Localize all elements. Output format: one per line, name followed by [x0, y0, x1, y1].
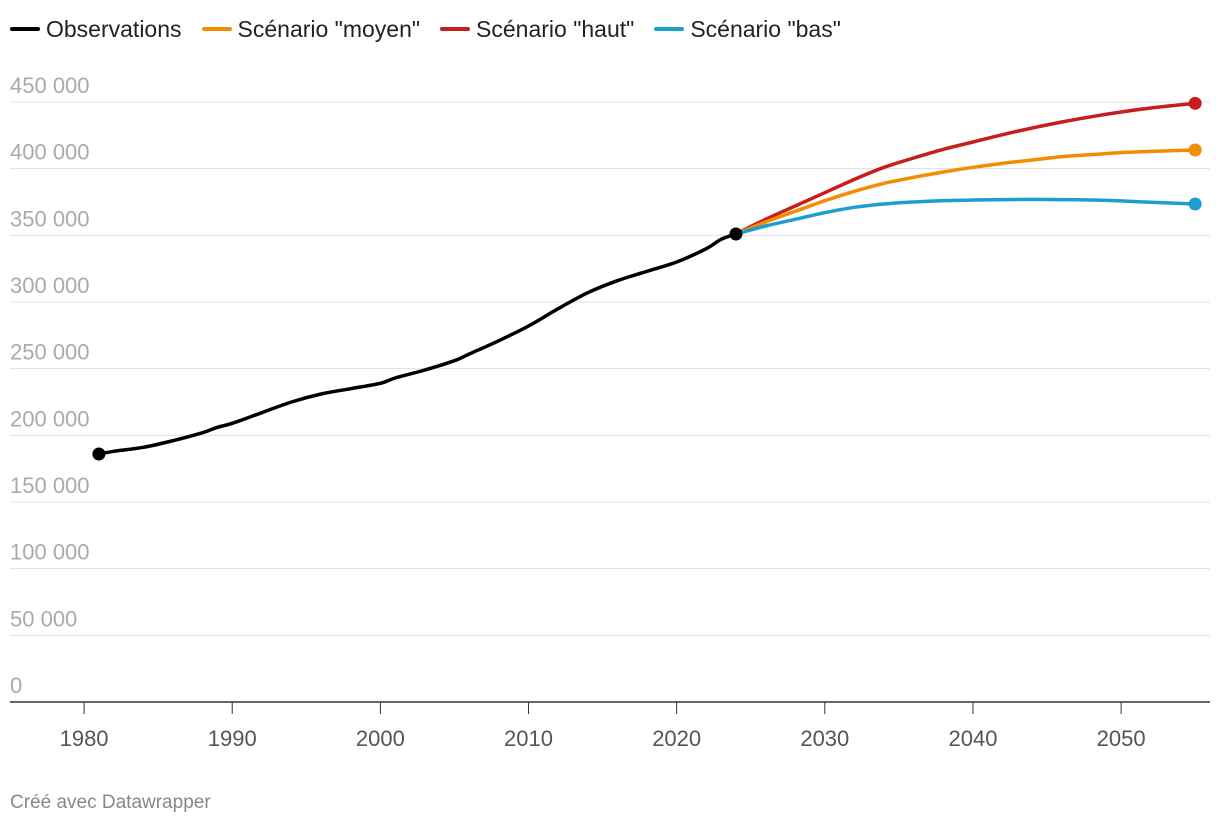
y-tick-label-200000: 200 000 — [10, 406, 90, 431]
series-line-observations — [97, 232, 738, 456]
series-line-sc-nario-haut — [734, 101, 1197, 236]
line-chart: 0 50 000 100 000 150 000 200 000 250 000 300 0… — [10, 73, 1210, 751]
y-tick-label-50000: 50 000 — [10, 606, 77, 631]
y-tick-label-300000: 300 000 — [10, 273, 90, 298]
legend-swatch-scenario-bas — [654, 27, 685, 31]
series-line-sc-nario-bas — [734, 197, 1197, 236]
series-markers — [92, 96, 1202, 461]
x-tick-label-2010: 2010 — [504, 726, 553, 751]
y-axis-tick-labels: 0 50 000 100 000 150 000 200 000 250 000 300 0… — [10, 73, 90, 698]
x-tick-label-2030: 2030 — [800, 726, 849, 751]
legend-label-observations: Observations — [46, 16, 182, 42]
legend-swatch-scenario-moyen — [201, 27, 232, 31]
series-lines — [97, 101, 1197, 456]
chart-legend: Observations Scénario "moyen" Scénario "… — [10, 14, 861, 44]
legend-swatch-scenario-haut — [440, 27, 471, 31]
legend-item-scenario-moyen: Scénario "moyen" — [201, 14, 421, 44]
series-marker-1 — [729, 227, 743, 241]
gridlines — [10, 101, 1210, 636]
legend-item-observations: Observations — [10, 14, 182, 44]
y-tick-label-400000: 400 000 — [10, 140, 90, 165]
series-marker-3 — [1188, 143, 1202, 157]
legend-label-scenario-haut: Scénario "haut" — [476, 16, 635, 42]
legend-label-scenario-bas: Scénario "bas" — [690, 16, 841, 42]
x-tick-label-2050: 2050 — [1097, 726, 1146, 751]
y-tick-label-0: 0 — [10, 673, 22, 698]
legend-item-scenario-bas: Scénario "bas" — [654, 14, 841, 44]
y-tick-label-100000: 100 000 — [10, 540, 90, 565]
series-marker-4 — [1188, 197, 1202, 211]
legend-label-scenario-moyen: Scénario "moyen" — [237, 16, 421, 42]
x-tick-label-1980: 1980 — [60, 726, 109, 751]
x-axis: 1980 1990 2000 2010 2020 2030 2040 2050 — [10, 701, 1210, 751]
x-tick-label-2000: 2000 — [356, 726, 405, 751]
series-marker-0 — [92, 447, 106, 461]
y-tick-label-150000: 150 000 — [10, 473, 90, 498]
y-tick-label-350000: 350 000 — [10, 206, 90, 231]
y-tick-label-450000: 450 000 — [10, 73, 90, 98]
x-tick-label-1990: 1990 — [208, 726, 257, 751]
x-tick-label-2040: 2040 — [948, 726, 997, 751]
series-marker-2 — [1188, 96, 1202, 110]
datawrapper-credit: Créé avec Datawrapper — [10, 792, 211, 813]
legend-swatch-observations — [10, 27, 40, 31]
x-tick-label-2020: 2020 — [652, 726, 701, 751]
legend-item-scenario-haut: Scénario "haut" — [440, 14, 634, 44]
y-tick-label-250000: 250 000 — [10, 340, 90, 365]
series-line-sc-nario-moyen — [734, 148, 1197, 236]
